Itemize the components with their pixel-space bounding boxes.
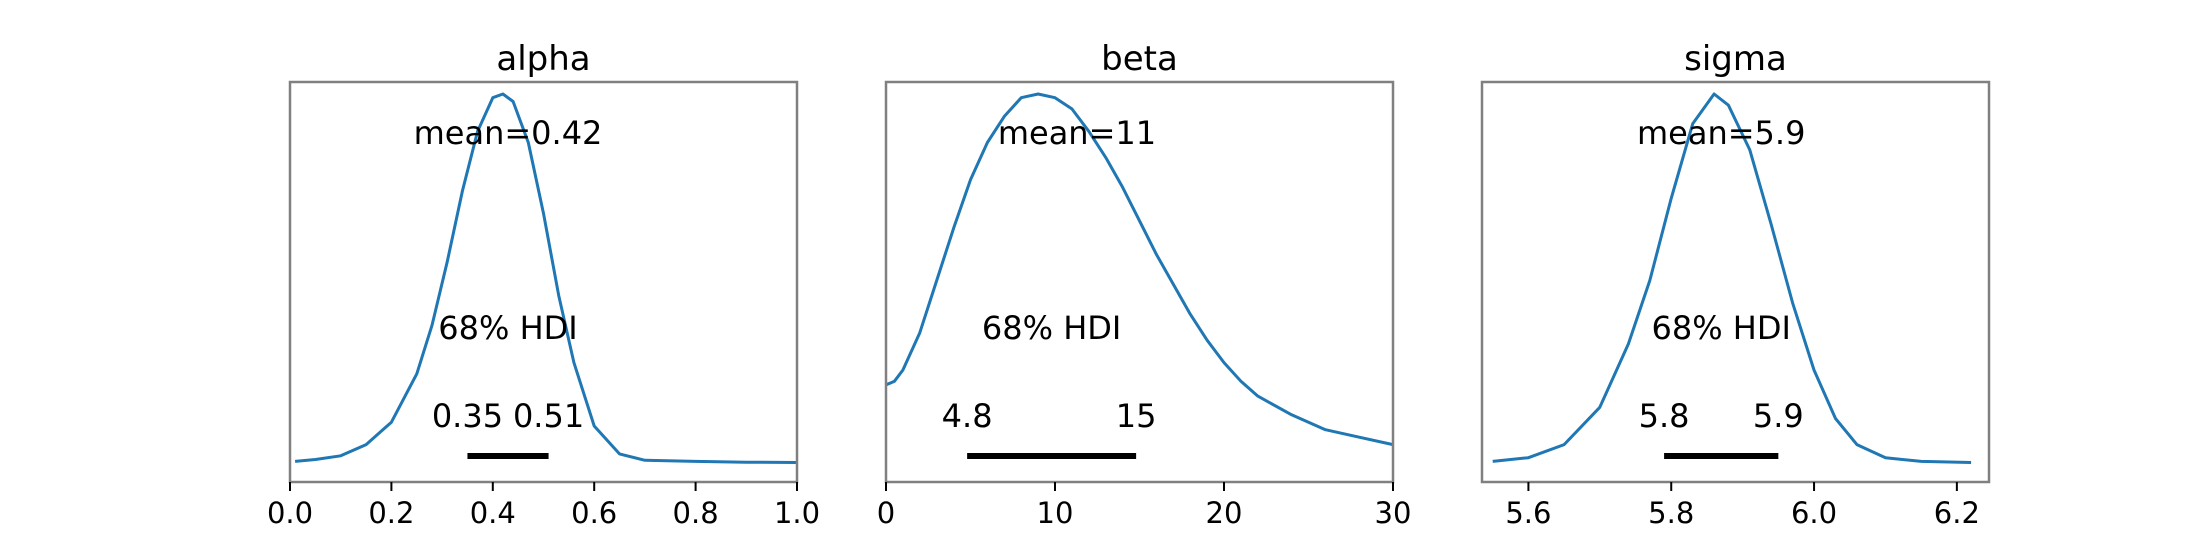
hdi-lower-label: 5.8 [1639, 397, 1690, 435]
hdi-lower-label: 0.35 [432, 397, 503, 435]
mean-label: mean=0.42 [414, 114, 603, 152]
hdi-upper-label: 5.9 [1753, 397, 1804, 435]
hdi-upper-label: 15 [1116, 397, 1157, 435]
x-tick-label: 0.4 [470, 496, 516, 530]
x-tick-label: 1.0 [774, 496, 820, 530]
panel-title: sigma [1684, 39, 1787, 79]
x-tick-label: 10 [1037, 496, 1074, 530]
mean-label: mean=11 [998, 114, 1156, 152]
hdi-label: 68% HDI [438, 309, 577, 347]
hdi-lower-label: 4.8 [942, 397, 993, 435]
hdi-upper-label: 0.51 [513, 397, 584, 435]
x-tick-label: 30 [1375, 496, 1412, 530]
x-tick-label: 0.2 [368, 496, 414, 530]
x-tick-label: 5.8 [1648, 496, 1694, 530]
panel-title: beta [1101, 39, 1178, 79]
density-curve [1492, 92, 1972, 464]
mean-label: mean=5.9 [1637, 114, 1805, 152]
density-curve [294, 92, 798, 464]
x-tick-label: 0.6 [571, 496, 617, 530]
panel-title: alpha [496, 39, 590, 79]
hdi-label: 68% HDI [982, 309, 1121, 347]
hdi-label: 68% HDI [1651, 309, 1790, 347]
density-curve [885, 92, 1394, 447]
x-tick-label: 0 [877, 496, 895, 530]
x-tick-label: 6.0 [1791, 496, 1837, 530]
axes-frame [288, 80, 799, 484]
x-tick-label: 20 [1206, 496, 1243, 530]
axes-frame [1480, 80, 1991, 484]
axes-frame [884, 80, 1395, 484]
x-tick-label: 0.8 [673, 496, 719, 530]
x-tick-label: 5.6 [1505, 496, 1551, 530]
x-tick-label: 6.2 [1934, 496, 1980, 530]
x-tick-label: 0.0 [267, 496, 313, 530]
